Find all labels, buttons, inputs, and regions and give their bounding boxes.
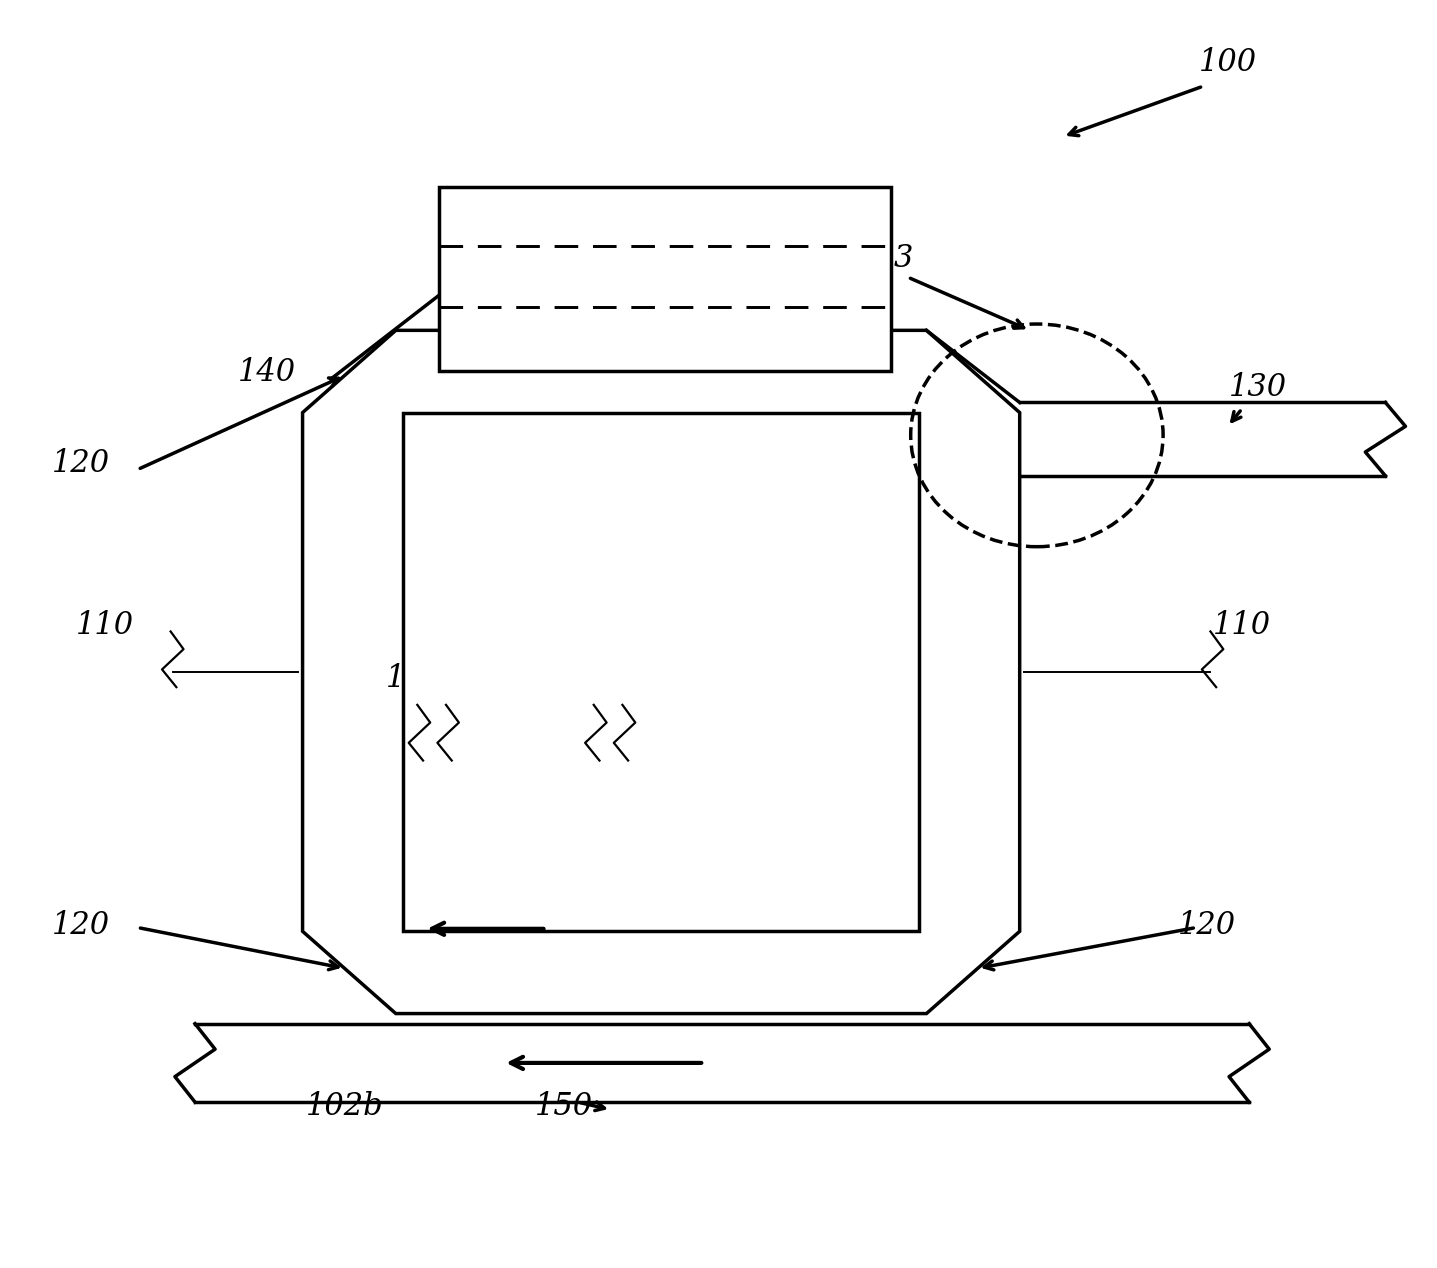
Bar <box>402 412 920 931</box>
Text: 120: 120 <box>1177 910 1236 941</box>
Polygon shape <box>303 331 1020 1013</box>
Text: 120: 120 <box>52 448 109 479</box>
Text: 110: 110 <box>76 610 134 642</box>
Text: 110: 110 <box>1213 610 1272 642</box>
Text: 120: 120 <box>52 910 109 941</box>
Text: 100: 100 <box>1198 47 1257 77</box>
Bar <box>438 188 891 370</box>
Text: 102: 102 <box>385 663 444 694</box>
Text: 150: 150 <box>535 1090 593 1122</box>
Text: 140: 140 <box>239 358 296 388</box>
Text: 110,112: 110,112 <box>503 309 629 340</box>
Text: 102b: 102b <box>306 1090 384 1122</box>
Text: 130: 130 <box>1229 372 1288 403</box>
Text: 3: 3 <box>894 243 912 274</box>
Text: 110: 110 <box>563 663 622 694</box>
